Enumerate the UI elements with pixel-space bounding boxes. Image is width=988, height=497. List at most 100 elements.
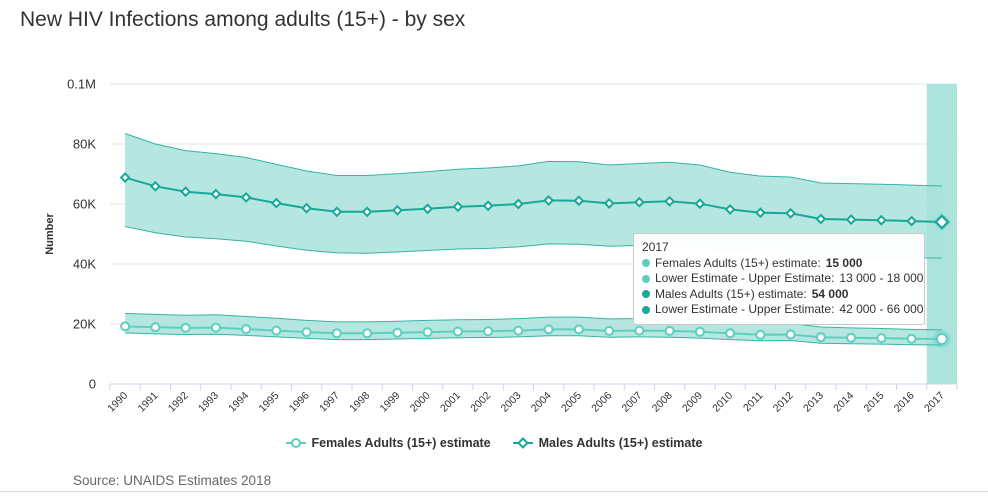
y-tick-label: 0.1M [67, 77, 96, 92]
legend-item-females[interactable]: Females Adults (15+) estimate [285, 436, 491, 450]
male-upper-line [124, 133, 942, 187]
x-tick-label: 2004 [529, 390, 554, 415]
legend-label-females: Females Adults (15+) estimate [311, 436, 491, 450]
female-dot-icon [642, 274, 650, 283]
female-data-point[interactable] [241, 324, 252, 335]
male-data-point[interactable] [815, 213, 827, 225]
male-data-point[interactable] [633, 196, 645, 208]
male-data-point[interactable] [664, 195, 676, 207]
female-data-point[interactable] [452, 326, 463, 337]
x-tick-label: 2014 [831, 390, 856, 415]
female-data-point[interactable] [513, 325, 524, 336]
x-tick-label: 2007 [619, 390, 644, 415]
female-data-point[interactable] [210, 322, 221, 333]
female-data-point[interactable] [634, 325, 645, 336]
tooltip-value: 42 000 - 66 000 [839, 302, 924, 316]
male-data-point[interactable] [119, 172, 131, 184]
female-data-point[interactable] [876, 333, 887, 344]
female-data-point[interactable] [301, 327, 312, 338]
male-data-point[interactable] [543, 194, 555, 206]
x-tick-label: 1991 [135, 390, 160, 415]
x-tick-label: 2016 [892, 390, 917, 415]
female-data-point[interactable] [120, 321, 131, 332]
female-data-point[interactable] [846, 332, 857, 343]
legend-female-marker-icon [285, 438, 306, 448]
female-data-point[interactable] [483, 326, 494, 337]
female-data-point[interactable] [725, 328, 736, 339]
male-data-point[interactable] [422, 203, 434, 215]
female-data-point[interactable] [935, 333, 948, 345]
male-data-point[interactable] [452, 201, 464, 213]
female-data-point[interactable] [664, 325, 675, 336]
x-tick-label: 2013 [801, 390, 826, 415]
x-tick-label: 2017 [922, 390, 947, 415]
x-tick-label: 2001 [438, 390, 463, 415]
female-data-point[interactable] [543, 324, 554, 335]
female-data-point[interactable] [331, 328, 342, 339]
x-tick-label: 2006 [589, 390, 614, 415]
male-data-point[interactable] [391, 204, 403, 216]
source-note: Source: UNAIDS Estimates 2018 [73, 473, 272, 488]
male-data-point[interactable] [785, 207, 797, 219]
female-data-point[interactable] [573, 324, 584, 335]
female-data-point[interactable] [392, 327, 403, 338]
male-data-point[interactable] [934, 214, 950, 230]
female-upper-line [125, 313, 942, 331]
male-data-point[interactable] [240, 191, 252, 203]
x-tick-label: 1994 [226, 390, 251, 415]
y-tick-label: 0 [89, 377, 96, 392]
female-data-point[interactable] [271, 325, 282, 336]
tooltip-row-male-range: Lower Estimate - Upper Estimate: 42 000 … [642, 302, 923, 318]
x-tick-label: 1995 [256, 390, 281, 415]
male-data-point[interactable] [270, 197, 282, 209]
male-data-point[interactable] [482, 200, 494, 212]
x-tick-label: 1992 [166, 390, 191, 415]
female-data-point[interactable] [604, 325, 615, 336]
female-data-point[interactable] [815, 332, 826, 343]
female-data-point[interactable] [906, 333, 917, 344]
legend-male-marker-icon [512, 437, 533, 449]
legend-item-males[interactable]: Males Adults (15+) estimate [512, 436, 702, 450]
male-data-point[interactable] [512, 198, 524, 210]
tooltip-row-female-range: Lower Estimate - Upper Estimate: 13 000 … [642, 271, 923, 287]
male-data-point[interactable] [845, 214, 857, 226]
female-data-point[interactable] [180, 322, 191, 333]
female-data-point[interactable] [150, 322, 161, 333]
x-tick-label: 2015 [861, 390, 886, 415]
chart-title: New HIV Infections among adults (15+) - … [20, 8, 466, 31]
male-data-point[interactable] [361, 206, 373, 218]
female-data-point[interactable] [362, 328, 373, 339]
y-tick-label: 60K [73, 197, 96, 212]
y-tick-label: 80K [73, 137, 96, 152]
male-dot-icon [642, 290, 650, 299]
tooltip-row-male-estimate: Males Adults (15+) estimate: 54 000 [642, 287, 916, 303]
x-tick-label: 2011 [741, 390, 766, 415]
female-data-point[interactable] [785, 329, 796, 340]
y-tick-label: 20K [73, 317, 96, 332]
male-data-point[interactable] [724, 203, 736, 215]
tooltip-label: Males Adults (15+) estimate: [655, 286, 807, 301]
male-data-point[interactable] [875, 214, 887, 226]
female-data-point[interactable] [694, 326, 705, 337]
tooltip: 2017 Females Adults (15+) estimate: 15 0… [633, 233, 925, 325]
tooltip-year: 2017 [642, 240, 669, 254]
x-tick-label: 2003 [498, 390, 523, 415]
x-tick-label: 1996 [287, 390, 312, 415]
male-data-point[interactable] [301, 202, 313, 214]
male-data-point[interactable] [210, 188, 222, 200]
male-data-point[interactable] [754, 207, 766, 219]
female-data-point[interactable] [755, 329, 766, 340]
female-data-point[interactable] [422, 327, 433, 338]
tooltip-row-female-estimate: Females Adults (15+) estimate: 15 000 [642, 256, 916, 272]
male-data-point[interactable] [149, 180, 161, 192]
male-data-point[interactable] [906, 215, 918, 227]
male-range-band [125, 133, 942, 258]
male-data-point[interactable] [603, 197, 615, 209]
male-data-point[interactable] [694, 198, 706, 210]
male-dot-icon [642, 305, 650, 314]
tooltip-label: Lower Estimate - Upper Estimate: [655, 302, 835, 316]
male-data-point[interactable] [180, 186, 192, 198]
male-data-point[interactable] [573, 195, 585, 207]
male-data-point[interactable] [331, 206, 343, 218]
